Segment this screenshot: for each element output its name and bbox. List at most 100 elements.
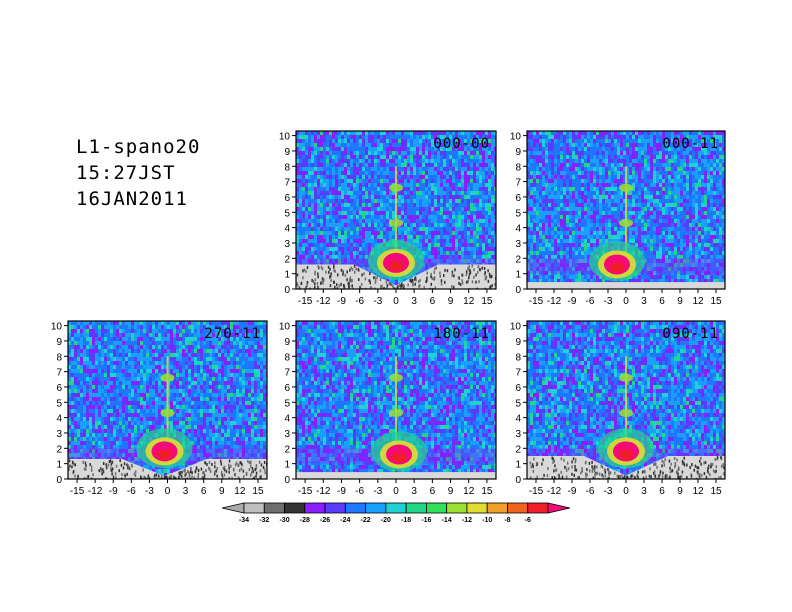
x-tick-label: -15 — [70, 486, 85, 497]
date-label: 16JAN2011 — [76, 188, 188, 210]
x-tick-label: -15 — [529, 296, 544, 307]
colorbar-box — [446, 502, 468, 514]
y-tick-label: 5 — [515, 398, 521, 409]
y-tick-label: 0 — [515, 285, 521, 296]
x-tick-label: 9 — [677, 296, 683, 307]
colorbar-box — [507, 502, 529, 514]
x-tick-label: 3 — [411, 486, 417, 497]
y-tick-label: 2 — [284, 254, 290, 265]
y-tick-label: 8 — [515, 162, 521, 173]
y-tick-label: 10 — [51, 322, 63, 333]
station-label: L1-spano20 — [76, 136, 201, 158]
x-tick-label: -3 — [604, 296, 613, 307]
colorbar-label: -22 — [361, 517, 371, 524]
y-tick-label: 4 — [284, 414, 290, 425]
y-tick-label: 3 — [284, 239, 290, 250]
y-tick-label: 4 — [284, 224, 290, 235]
y-tick-label: 0 — [284, 475, 290, 486]
x-tick-label: -12 — [547, 486, 562, 497]
y-tick-label: 9 — [284, 337, 290, 348]
x-tick-label: -3 — [604, 486, 613, 497]
colorbar-box — [385, 502, 407, 514]
panel-label: 000-00 — [433, 136, 490, 152]
y-tick-label: 3 — [284, 429, 290, 440]
x-tick-label: -12 — [316, 296, 331, 307]
y-tick-label: 2 — [56, 444, 62, 455]
y-tick-label: 9 — [56, 337, 62, 348]
colorbar-label: -18 — [401, 517, 411, 524]
x-tick-label: 3 — [641, 486, 647, 497]
colorbar-box — [466, 502, 488, 514]
colorbar-box — [243, 502, 265, 514]
colorbar-box — [486, 502, 508, 514]
heatmap-field — [527, 321, 725, 479]
y-tick-label: 4 — [515, 414, 521, 425]
x-tick-label: -6 — [127, 486, 136, 497]
colorbar-label: -8 — [504, 517, 510, 524]
x-tick-label: 0 — [623, 296, 629, 307]
x-tick-label: 15 — [710, 296, 722, 307]
x-tick-label: -12 — [316, 486, 331, 497]
y-tick-label: 1 — [515, 270, 521, 281]
panel-label: 180-11 — [433, 326, 490, 342]
y-tick-label: 5 — [284, 398, 290, 409]
colorbar-under-arrow — [221, 502, 245, 514]
x-tick-label: -15 — [529, 486, 544, 497]
x-tick-label: 3 — [641, 296, 647, 307]
y-tick-label: 0 — [515, 475, 521, 486]
y-tick-label: 3 — [515, 239, 521, 250]
panel-label: 000-11 — [662, 136, 719, 152]
y-tick-label: 4 — [515, 224, 521, 235]
heatmap-field — [527, 131, 725, 289]
colorbar-label: -26 — [320, 517, 330, 524]
colorbar-label: -24 — [340, 517, 350, 524]
panel-label: 270-11 — [204, 326, 261, 342]
x-tick-label: 12 — [463, 486, 475, 497]
time-label: 15:27JST — [76, 162, 176, 184]
x-tick-label: -9 — [568, 486, 577, 497]
x-tick-label: 12 — [692, 296, 704, 307]
x-tick-label: 6 — [430, 296, 436, 307]
colorbar-label: -12 — [462, 517, 472, 524]
panel-label: 090-11 — [662, 326, 719, 342]
x-tick-label: 0 — [393, 296, 399, 307]
x-tick-label: 6 — [201, 486, 207, 497]
colorbar-label: -10 — [482, 517, 492, 524]
colorbar-label: -20 — [381, 517, 391, 524]
y-tick-label: 6 — [284, 383, 290, 394]
y-tick-label: 10 — [510, 322, 522, 333]
figure-title-block: L1-spano20 15:27JST 16JAN2011 — [76, 134, 200, 212]
colorbar-box — [304, 502, 326, 514]
x-tick-label: 9 — [219, 486, 225, 497]
y-tick-label: 8 — [284, 162, 290, 173]
heatmap-field — [296, 321, 496, 479]
y-tick-label: 10 — [279, 322, 291, 333]
colorbar-label: -14 — [442, 517, 452, 524]
y-tick-label: 9 — [284, 147, 290, 158]
y-tick-label: 1 — [515, 460, 521, 471]
x-tick-label: 9 — [448, 486, 454, 497]
x-tick-label: 12 — [463, 296, 475, 307]
y-tick-label: 7 — [515, 368, 521, 379]
colorbar-label: -34 — [239, 517, 249, 524]
y-tick-label: 3 — [56, 429, 62, 440]
x-tick-label: 0 — [393, 486, 399, 497]
colorbar-box — [263, 502, 285, 514]
colorbar-box — [324, 502, 346, 514]
y-tick-label: 6 — [56, 383, 62, 394]
x-tick-label: 6 — [659, 486, 665, 497]
colorbar-label: -32 — [259, 517, 269, 524]
x-tick-label: 9 — [677, 486, 683, 497]
heatmap-field — [296, 131, 496, 289]
colorbar-box — [365, 502, 387, 514]
y-tick-label: 2 — [515, 254, 521, 265]
y-tick-label: 1 — [284, 460, 290, 471]
x-tick-label: -9 — [337, 486, 346, 497]
y-tick-label: 3 — [515, 429, 521, 440]
y-tick-label: 0 — [56, 475, 62, 486]
y-tick-label: 2 — [515, 444, 521, 455]
